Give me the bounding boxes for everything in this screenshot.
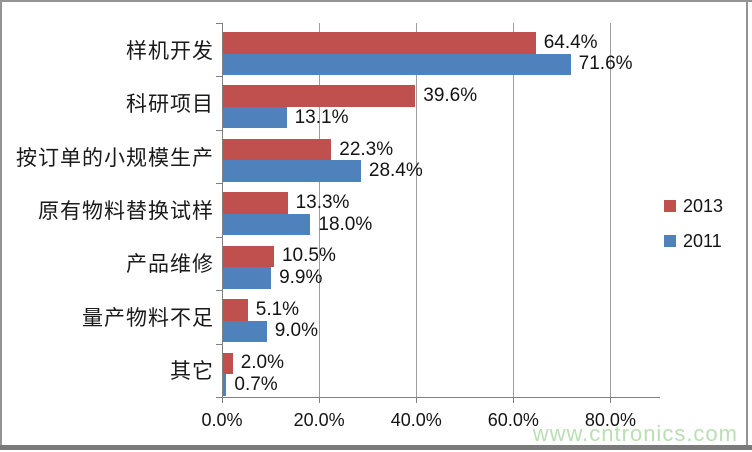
legend-label-2013: 2013 [683,195,724,216]
gridline [319,23,321,397]
bar-2011 [223,213,311,236]
watermark: www.cntronics.com [532,421,738,446]
category-label: 量产物料不足 [82,306,214,330]
bar-2011 [223,53,571,75]
bar-2013 [223,32,536,54]
x-axis-tick-label: 60.0% [487,410,539,430]
y-axis-tick [216,397,222,398]
plot-area [222,23,660,398]
frame-border-right [746,0,748,450]
value-label: 2.0% [240,352,285,374]
y-axis-tick [216,290,222,291]
gridline [416,23,418,397]
x-axis-tick-label: 80.0% [584,410,636,430]
bar-2013 [223,245,274,268]
legend-swatch-2013 [664,200,676,212]
y-axis-tick [216,23,222,24]
gridline [513,23,515,397]
bar-2013 [223,352,233,375]
y-axis-tick [216,76,222,77]
x-axis-tick-label: 40.0% [390,410,442,430]
x-axis-tick-label: 20.0% [293,410,345,430]
legend-item-2011: 2011 [664,229,723,253]
bar-2011 [223,374,227,396]
bar-2011 [223,160,361,182]
legend-item-2013: 2013 [664,194,723,218]
bar-2013 [223,85,416,107]
y-axis-tick [216,237,222,238]
gridline [610,23,612,397]
category-label: 原有物料替换试样 [38,199,214,223]
bar-2011 [223,106,287,129]
value-label: 28.4% [368,160,423,182]
x-axis-tick [513,397,515,403]
bar-2013 [223,138,332,161]
value-label: 5.1% [255,298,300,320]
frame-border-bottom [0,445,752,450]
value-label: 9.0% [274,320,318,342]
legend-label-2011: 2011 [683,230,722,251]
value-label: 18.0% [318,213,373,235]
x-axis-tick [610,397,612,403]
x-axis-tick [416,397,418,403]
category-label: 样机开发 [126,39,214,63]
category-label: 科研项目 [126,93,214,117]
frame-border-left [0,0,2,450]
category-label: 按订单的小规模生产 [16,146,214,170]
value-label: 22.3% [339,138,394,160]
value-label: 0.7% [234,373,278,395]
bar-2013 [223,299,248,321]
bar-2011 [223,320,267,343]
bar-2011 [223,267,272,289]
bar-2013 [223,192,288,214]
x-axis-tick-label: 0.0% [201,410,243,430]
value-label: 10.5% [281,245,336,267]
y-axis-tick [216,344,222,345]
value-label: 13.1% [294,106,349,128]
x-axis-tick [319,397,321,403]
y-axis-tick [216,183,222,184]
value-label: 39.6% [423,85,478,107]
frame-border-top [0,0,752,2]
x-axis-tick [222,397,223,403]
category-label: 产品维修 [126,253,214,277]
value-label: 71.6% [578,53,633,75]
legend: 2013 2011 [664,194,723,264]
y-axis-tick [216,130,222,131]
legend-swatch-2011 [664,235,676,247]
value-label: 13.3% [295,192,350,214]
value-label: 64.4% [543,31,598,53]
category-label: 其它 [170,360,214,384]
value-label: 9.9% [279,266,323,288]
